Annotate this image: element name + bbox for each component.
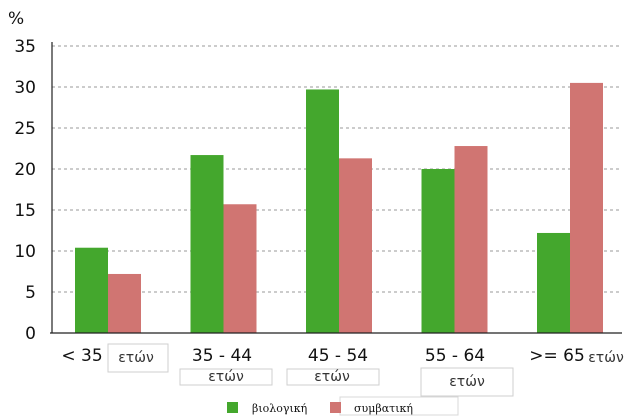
y-tick-label: 0: [25, 324, 36, 344]
y-tick-label: 30: [14, 78, 36, 98]
bar-series-1: [537, 232, 570, 333]
y-tick-label: 10: [14, 242, 36, 262]
y-tick-label: 35: [14, 37, 36, 57]
legend-label: συμβατική: [354, 402, 413, 415]
legend: βιολογική συμβατική: [227, 396, 459, 416]
x-category-label: 35 - 44: [192, 346, 252, 366]
bar-series-2: [339, 158, 372, 333]
x-sublabel-box: [420, 367, 514, 397]
x-category-sublabel: ετών: [118, 350, 154, 366]
bar-series-2: [570, 82, 603, 334]
bar-series-2: [108, 273, 141, 333]
x-category-sublabel: ετών: [449, 374, 485, 390]
x-category-label: 45 - 54: [308, 346, 368, 366]
x-sublabel-box: [107, 343, 169, 373]
bar-series-1: [306, 89, 339, 334]
legend-label: βιολογική: [252, 402, 307, 415]
bar-series-2: [223, 204, 257, 333]
x-axis-categories: < 35 ετών 35 - 44 ετών 45 - 54 ετών 55 - 64 ετώ…: [61, 343, 624, 397]
x-category-label: < 35: [61, 346, 102, 366]
y-tick-label: 20: [14, 160, 36, 180]
bar-series-1: [75, 247, 108, 333]
legend-swatch: [330, 402, 341, 413]
bar-series-1: [190, 155, 224, 333]
y-tick-label: 25: [14, 119, 36, 139]
axes: [50, 42, 622, 334]
x-sublabel-box: [179, 368, 273, 386]
y-tick-label: 15: [14, 201, 36, 221]
x-sublabel-box: [286, 368, 380, 386]
y-axis-ticks: 0 5 10 15 20 25 30 35: [14, 37, 36, 344]
bars: [75, 82, 603, 334]
y-axis-unit: %: [8, 9, 24, 29]
legend-swatch: [227, 402, 238, 413]
bar-series-2: [454, 146, 488, 333]
x-category-sublabel: ετών: [314, 369, 350, 385]
x-category-label: 55 - 64: [425, 346, 485, 366]
x-category-label: >= 65: [529, 346, 585, 366]
y-tick-label: 5: [25, 283, 36, 303]
bar-series-1: [421, 169, 455, 333]
x-category-sublabel: ετών: [208, 369, 244, 385]
x-category-sublabel: ετών: [588, 350, 624, 366]
